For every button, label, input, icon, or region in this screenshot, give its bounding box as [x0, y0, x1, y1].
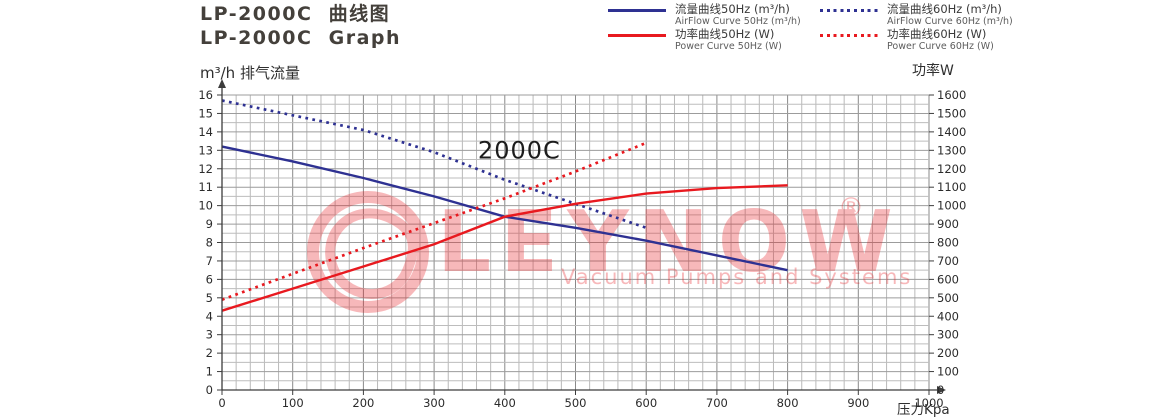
x-tick-label: 700 — [706, 396, 728, 410]
legend-label-zh: 功率曲线60Hz (W) — [887, 27, 987, 41]
y-left-tick-label: 0 — [206, 383, 213, 397]
chart-title-zh: LP-2000C 曲线图 — [200, 3, 391, 25]
x-tick-label: 1000 — [914, 396, 943, 410]
y-left-tick-label: 5 — [206, 291, 213, 305]
y-left-tick-label: 10 — [198, 199, 213, 213]
chart-title-block: LP-2000C 曲线图 LP-2000C Graph — [200, 2, 401, 50]
legend-label-zh: 流量曲线60Hz (m³/h) — [887, 2, 1002, 16]
y-right-tick-label: 1400 — [937, 125, 966, 139]
y-right-tick-label: 800 — [937, 236, 959, 250]
series-60hz-airflow — [221, 99, 647, 230]
y-left-tick-label: 9 — [206, 217, 213, 231]
y-left-tick-label: 16 — [198, 88, 213, 102]
watermark: LEYNOW® Vacuum Pumps and Systems — [307, 191, 912, 313]
x-tick-label: 900 — [847, 396, 869, 410]
legend-line-dotted-blue-icon — [820, 9, 878, 12]
brand-logo-swirl-icon — [325, 208, 418, 299]
model-annotation: 2000C — [478, 137, 561, 165]
y-left-tick-label: 12 — [198, 162, 213, 176]
y-left-tick-label: 3 — [206, 328, 213, 342]
y-right-tick-label: 1500 — [937, 106, 966, 120]
y-right-tick-label: 0 — [937, 383, 944, 397]
y-right-tick-label: 100 — [937, 365, 959, 379]
x-tick-label: 200 — [352, 396, 374, 410]
x-tick-label: 300 — [423, 396, 445, 410]
legend-line-dotted-red-icon — [820, 34, 878, 37]
y-left-tick-label: 14 — [198, 125, 213, 139]
y-left-tick-label: 13 — [198, 143, 213, 157]
y-right-tick-label: 300 — [937, 328, 959, 342]
brand-logo-icon — [307, 191, 429, 313]
y-right-tick-label: 1200 — [937, 162, 966, 176]
legend-item-power-50hz: 功率曲线50Hz (W) Power Curve 50Hz (W) — [608, 28, 820, 53]
y-left-tick-label: 2 — [206, 346, 213, 360]
y-right-tick-label: 600 — [937, 272, 959, 286]
y-right-tick-label: 400 — [937, 309, 959, 323]
legend: 流量曲线50Hz (m³/h) AirFlow Curve 50Hz (m³/h… — [608, 3, 1020, 53]
x-axis-title: 压力Kpa — [897, 402, 950, 418]
x-tick-label: 600 — [635, 396, 657, 410]
series-50hz-power — [221, 184, 788, 312]
y-axis-arrow-icon — [218, 79, 226, 88]
watermark-brand: LEYNOW — [437, 193, 902, 292]
y-left-tick-label: 8 — [206, 236, 213, 250]
legend-item-airflow-60hz: 流量曲线60Hz (m³/h) AirFlow Curve 60Hz (m³/h… — [820, 3, 1020, 28]
x-axis-arrow-icon — [937, 386, 946, 394]
y-left-tick-label: 1 — [206, 365, 213, 379]
legend-line-solid-red-icon — [608, 34, 666, 37]
registered-mark-icon: ® — [838, 193, 864, 223]
y-right-tick-label: 1600 — [937, 88, 966, 102]
y-right-axis-title: 功率W — [912, 63, 954, 79]
y-left-tick-label: 7 — [206, 254, 213, 268]
y-right-tick-label: 500 — [937, 291, 959, 305]
y-left-axis-title: m³/h 排气流量 — [200, 64, 300, 82]
y-right-tick-label: 900 — [937, 217, 959, 231]
y-left-tick-label: 15 — [198, 106, 213, 120]
x-tick-label: 400 — [494, 396, 516, 410]
legend-label-en: Power Curve 50Hz (W) — [675, 41, 782, 52]
x-tick-label: 800 — [777, 396, 799, 410]
legend-item-airflow-50hz: 流量曲线50Hz (m³/h) AirFlow Curve 50Hz (m³/h… — [608, 3, 820, 28]
series-lines — [221, 99, 788, 312]
legend-label-zh: 流量曲线50Hz (m³/h) — [675, 2, 790, 16]
grid — [222, 94, 930, 390]
y-left-tick-label: 6 — [206, 272, 213, 286]
y-left-tick-label: 11 — [198, 180, 213, 194]
x-tick-label: 100 — [282, 396, 304, 410]
legend-label-zh: 功率曲线50Hz (W) — [675, 27, 775, 41]
legend-line-solid-blue-icon — [608, 9, 666, 12]
legend-label-en: Power Curve 60Hz (W) — [887, 41, 994, 52]
y-right-tick-label: 700 — [937, 254, 959, 268]
legend-item-power-60hz: 功率曲线60Hz (W) Power Curve 60Hz (W) — [820, 28, 1020, 53]
chart-title-en: LP-2000C Graph — [200, 27, 402, 49]
x-tick-label: 500 — [565, 396, 587, 410]
y-right-tick-label: 1300 — [937, 143, 966, 157]
y-right-tick-label: 1100 — [937, 180, 966, 194]
legend-label-en: AirFlow Curve 60Hz (m³/h) — [887, 16, 1013, 27]
legend-label-en: AirFlow Curve 50Hz (m³/h) — [675, 16, 801, 27]
y-right-tick-label: 200 — [937, 346, 959, 360]
watermark-tagline: Vacuum Pumps and Systems — [561, 265, 912, 289]
y-left-tick-label: 4 — [206, 309, 213, 323]
x-tick-label: 0 — [218, 396, 225, 410]
y-right-tick-label: 1000 — [937, 199, 966, 213]
